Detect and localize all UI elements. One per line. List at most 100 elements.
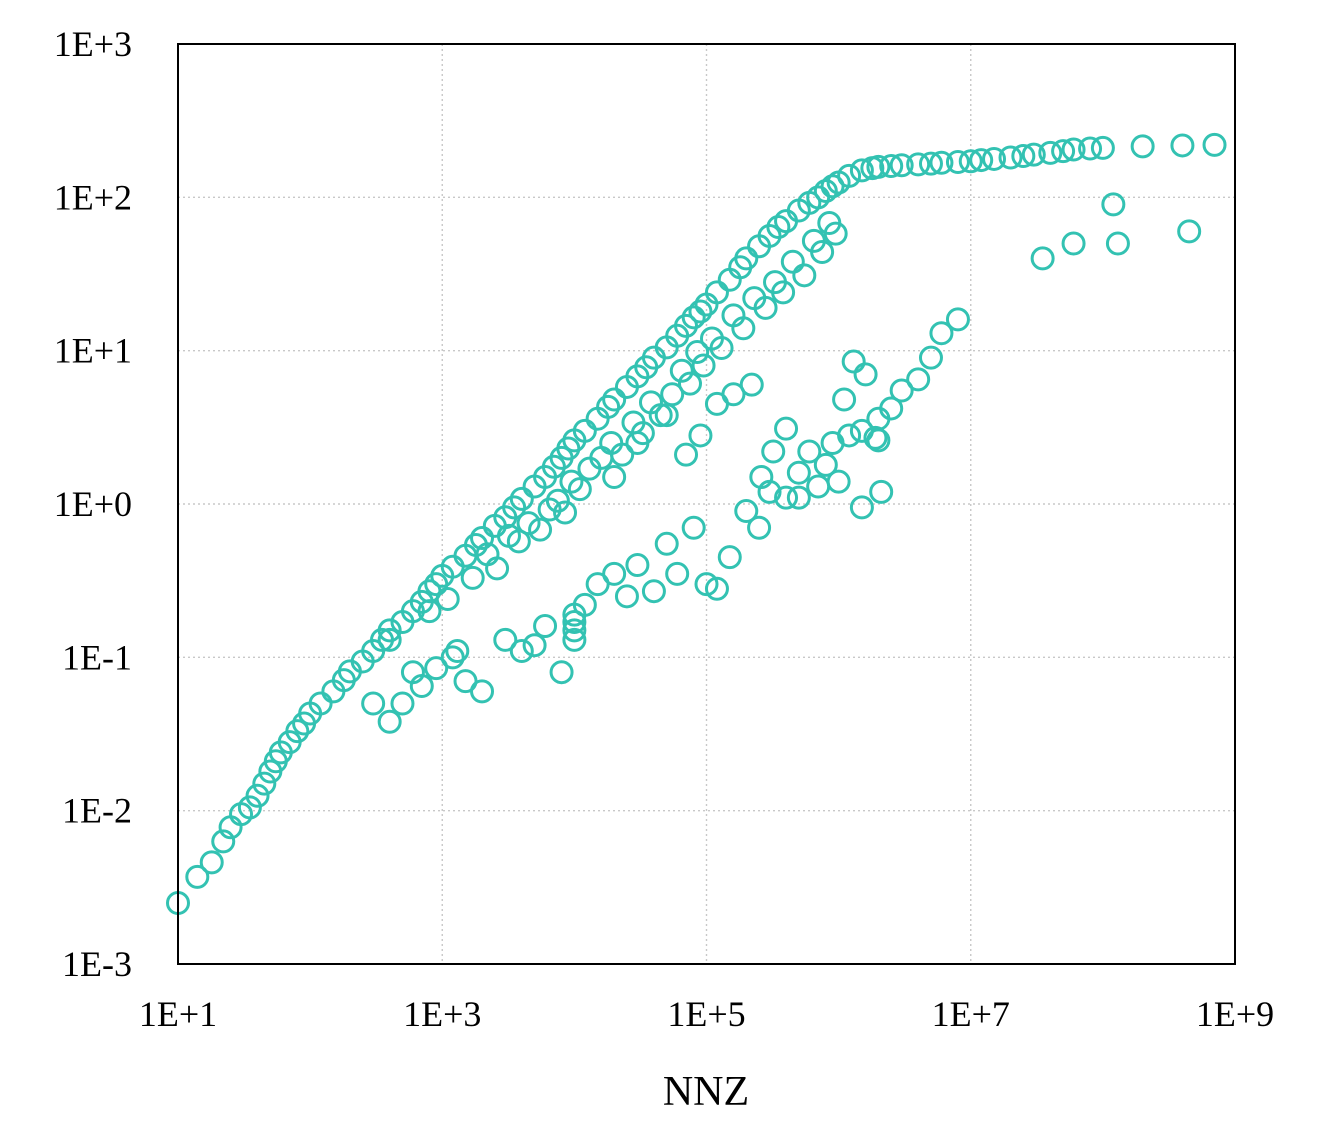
data-point	[1101, 192, 1126, 217]
data-point	[572, 592, 597, 617]
data-point	[709, 336, 734, 361]
data-point	[470, 526, 495, 551]
data-points	[166, 132, 1227, 915]
data-point	[982, 146, 1007, 171]
data-point	[841, 349, 866, 374]
data-point	[460, 565, 485, 590]
data-point	[549, 660, 574, 685]
y-tick-label: 1E-3	[62, 944, 132, 984]
data-point	[648, 403, 673, 428]
data-point	[761, 439, 786, 464]
data-point	[849, 158, 874, 183]
data-point	[806, 474, 831, 499]
data-point	[245, 783, 270, 808]
data-point	[780, 249, 805, 274]
data-point	[602, 387, 627, 412]
x-axis-title: NNZ	[663, 1069, 749, 1115]
data-point	[853, 362, 878, 387]
data-point	[826, 469, 851, 494]
data-point	[1130, 134, 1155, 159]
data-point	[786, 460, 811, 485]
data-point	[832, 387, 857, 412]
plot-frame	[177, 43, 1236, 965]
data-point	[509, 486, 534, 511]
data-point	[528, 517, 553, 542]
data-point	[813, 178, 838, 203]
data-point	[674, 442, 699, 467]
data-point	[753, 295, 778, 320]
y-tick-label: 1E+1	[54, 331, 132, 371]
data-point	[771, 280, 796, 305]
data-point	[630, 421, 655, 446]
y-tick-label: 1E+3	[54, 24, 132, 64]
x-axis-ticks: 1E+1 1E+3 1E+5 1E+7 1E+9	[139, 994, 1274, 1034]
data-point	[440, 645, 465, 670]
data-point	[285, 719, 310, 744]
data-point	[823, 221, 848, 246]
data-point	[308, 691, 333, 716]
data-point	[390, 691, 415, 716]
data-point	[837, 163, 862, 188]
data-point	[1038, 140, 1063, 165]
data-point	[694, 572, 719, 597]
data-point	[553, 500, 578, 525]
data-point	[918, 151, 943, 176]
data-point	[252, 771, 277, 796]
x-tick-label: 1E+1	[139, 994, 217, 1034]
data-point	[889, 378, 914, 403]
data-point	[1061, 231, 1086, 256]
data-point	[567, 477, 592, 502]
data-point	[704, 280, 729, 305]
data-point	[1011, 144, 1036, 169]
data-point	[1030, 246, 1055, 271]
data-point	[879, 396, 904, 421]
data-point	[660, 382, 685, 407]
data-point	[721, 382, 746, 407]
data-point	[572, 418, 597, 443]
data-point	[562, 627, 587, 652]
data-point	[998, 145, 1023, 170]
x-tick-label: 1E+3	[403, 994, 481, 1034]
data-point	[562, 618, 587, 643]
data-point	[958, 149, 983, 174]
data-point	[445, 638, 470, 663]
data-point	[1090, 135, 1115, 160]
data-point	[199, 850, 224, 875]
data-point	[820, 174, 845, 199]
data-point	[766, 215, 791, 240]
data-point	[863, 425, 888, 450]
data-point	[731, 316, 756, 341]
x-tick-label: 1E+7	[932, 994, 1010, 1034]
data-point	[797, 439, 822, 464]
data-point	[918, 345, 943, 370]
y-tick-label: 1E+0	[54, 484, 132, 524]
data-point	[929, 150, 954, 175]
data-point	[424, 656, 449, 681]
data-point	[435, 587, 460, 612]
data-point	[889, 153, 914, 178]
data-point	[1177, 219, 1202, 244]
data-point	[377, 709, 402, 734]
data-point	[810, 240, 835, 264]
data-point	[1061, 137, 1086, 162]
data-point	[786, 485, 811, 510]
data-point	[211, 829, 236, 854]
data-point	[792, 263, 817, 288]
data-point	[485, 556, 510, 581]
data-point	[1078, 136, 1103, 161]
data-point	[929, 321, 954, 346]
data-point	[562, 610, 587, 634]
data-point	[774, 416, 799, 441]
data-point	[610, 442, 635, 467]
y-axis-ticks: 1E-3 1E-2 1E-1 1E+0 1E+1 1E+2 1E+3	[54, 24, 132, 984]
data-point	[1051, 139, 1076, 164]
data-point	[1202, 132, 1227, 157]
data-point	[1170, 133, 1195, 158]
data-point	[685, 340, 710, 365]
data-point	[377, 627, 402, 652]
y-tick-label: 1E-1	[62, 637, 132, 677]
gridlines	[178, 44, 1235, 964]
data-point	[596, 394, 621, 419]
y-tick-label: 1E-2	[62, 791, 132, 831]
